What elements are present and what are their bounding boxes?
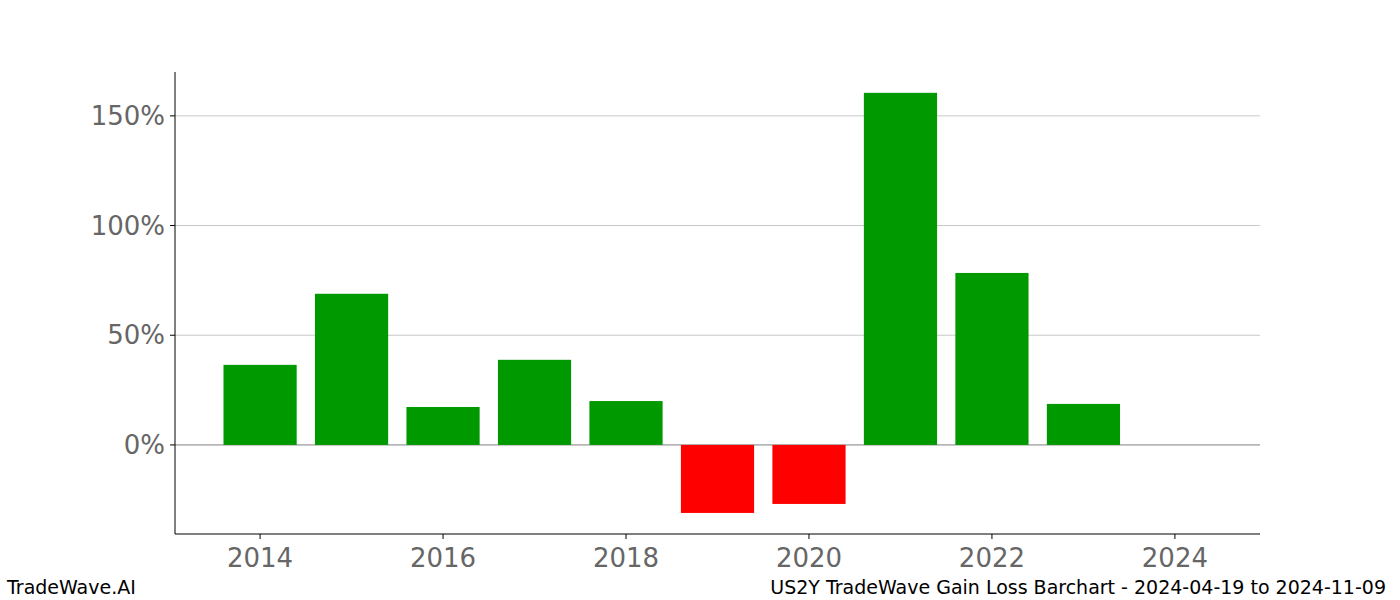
bar [772,445,845,504]
bar [315,294,388,445]
y-tick-label: 100% [91,211,165,241]
x-tick [626,534,627,539]
y-tick [170,444,175,445]
y-tick [170,225,175,226]
bar [589,401,662,445]
bar [498,360,571,445]
y-tick [170,115,175,116]
x-tick [991,534,992,539]
bars [223,93,1120,513]
y-tick [170,335,175,336]
bar [864,93,937,445]
bar [223,365,296,445]
x-tick-label: 2022 [959,543,1025,573]
x-tick [443,534,444,539]
x-tick-label: 2016 [410,543,476,573]
x-tick-label: 2020 [776,543,842,573]
x-tick-label: 2024 [1142,543,1208,573]
bar [406,407,479,445]
bar [1047,404,1120,445]
x-tick-label: 2014 [227,543,293,573]
source: TradeWave.AI [6,576,136,598]
x-tick [1174,534,1175,539]
bar [955,273,1028,445]
y-tick-label: 0% [124,430,165,460]
x-tick [260,534,261,539]
chart-container: 0% 50% 100% 150% 2014 2016 2018 2020 2022 2024 Tra… [0,0,1400,600]
y-tick-label: 150% [91,101,165,131]
chart-svg: 0% 50% 100% 150% 2014 2016 2018 2020 2022 2024 Tra… [0,0,1400,600]
x-axis [175,534,1260,535]
title: US2Y TradeWave Gain Loss Barchart - 2024… [770,576,1386,598]
grid-line [175,225,1260,226]
bar [681,445,754,513]
grid-line [175,115,1260,116]
y-axis [175,72,176,534]
x-tick-label: 2018 [593,543,659,573]
y-tick-label: 50% [107,320,165,350]
x-tick [808,534,809,539]
